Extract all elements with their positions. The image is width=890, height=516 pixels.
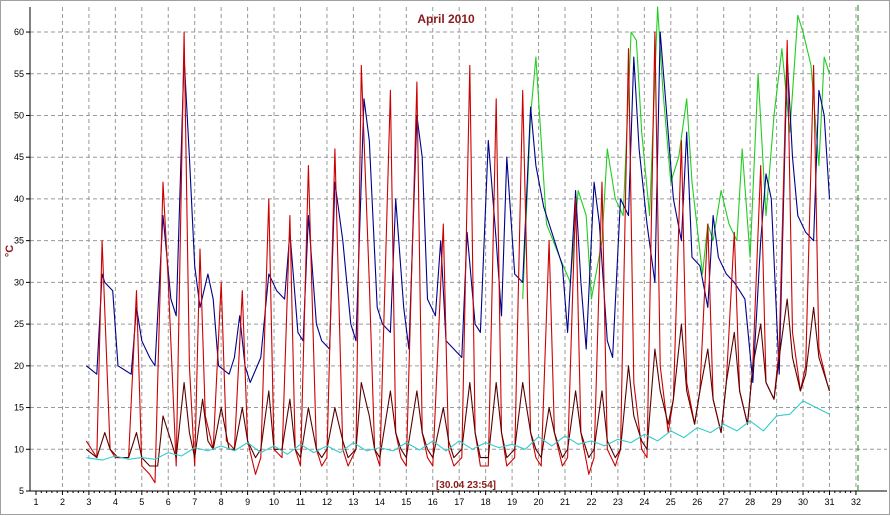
x-tick-label: 2	[60, 497, 65, 507]
y-axis-label: °C	[4, 245, 16, 257]
x-tick-label: 30	[798, 497, 808, 507]
y-tick-label: 30	[14, 277, 24, 287]
y-tick-label: 10	[14, 444, 24, 454]
x-tick-label: 20	[534, 497, 544, 507]
x-tick-label: 6	[166, 497, 171, 507]
tick-layer: 1 2 3 4 5 6 7 8 9 10 11 12 13 14 15 16 17 18 19 20 21 22 23 24 2…	[14, 27, 861, 507]
x-tick-label: 26	[692, 497, 702, 507]
y-tick-label: 60	[14, 27, 24, 37]
x-tick-label: 17	[454, 497, 464, 507]
series-line-4	[85, 298, 831, 467]
series-line-2	[85, 31, 831, 384]
x-tick-label: 21	[560, 497, 570, 507]
y-tick-label: 45	[14, 152, 24, 162]
series-layer	[85, 6, 831, 484]
x-tick-label: 28	[745, 497, 755, 507]
series-line-5	[86, 400, 830, 461]
x-tick-label: 18	[481, 497, 491, 507]
x-tick-label: 14	[375, 497, 385, 507]
y-tick-label: 25	[14, 319, 24, 329]
x-tick-label: 1	[33, 497, 38, 507]
chart-title: April 2010	[417, 12, 475, 26]
x-tick-label: 29	[772, 497, 782, 507]
y-tick-label: 40	[14, 194, 24, 204]
x-tick-label: 24	[639, 497, 649, 507]
axis-layer	[29, 5, 887, 492]
x-tick-label: 8	[219, 497, 224, 507]
series-line-1	[522, 6, 831, 300]
x-tick-label: 13	[348, 497, 358, 507]
series-line-3	[85, 31, 831, 484]
x-tick-label: 23	[613, 497, 623, 507]
x-tick-label: 4	[113, 497, 118, 507]
cursor-readout: [30.04 23:54]	[436, 480, 496, 491]
x-tick-label: 15	[401, 497, 411, 507]
x-tick-label: 5	[139, 497, 144, 507]
x-tick-label: 10	[269, 497, 279, 507]
y-tick-label: 5	[19, 486, 24, 496]
x-tick-label: 9	[245, 497, 250, 507]
x-tick-label: 12	[322, 497, 332, 507]
y-tick-label: 15	[14, 403, 24, 413]
x-tick-label: 22	[586, 497, 596, 507]
x-tick-label: 16	[428, 497, 438, 507]
x-tick-label: 11	[296, 497, 305, 507]
y-tick-label: 35	[14, 236, 24, 246]
x-tick-label: 7	[192, 497, 197, 507]
y-tick-label: 50	[14, 110, 24, 120]
x-tick-label: 31	[824, 497, 834, 507]
x-tick-label: 3	[86, 497, 91, 507]
x-tick-label: 32	[851, 497, 861, 507]
x-tick-label: 25	[666, 497, 676, 507]
y-tick-label: 55	[14, 69, 24, 79]
y-tick-label: 20	[14, 361, 24, 371]
x-tick-label: 19	[507, 497, 517, 507]
x-tick-label: 27	[719, 497, 729, 507]
